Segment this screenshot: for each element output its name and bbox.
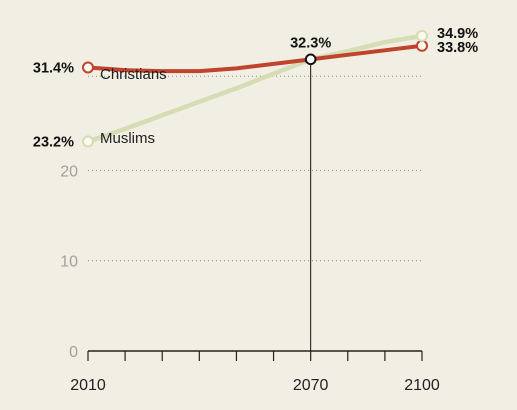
highlight-value-label: 32.3% [290,35,331,51]
x-tick-label: 2100 [404,377,440,394]
y-tick-label: 10 [60,254,78,271]
muslims-series-label: Muslims [100,130,155,147]
value-labels: 31.4% 23.2% 34.9%33.8% 32.3% Christians Musli… [33,26,478,151]
christians-start-label: 31.4% [33,60,74,76]
grid-lines [88,75,422,262]
series-line-christians [86,43,424,74]
series-line-muslims [85,33,425,144]
highlight-marker [304,53,317,66]
x-tick-label: 2010 [70,377,106,394]
muslims-end-label: 34.9% [437,26,478,42]
christians-series-label: Christians [100,66,167,83]
y-tick-label: 20 [60,163,78,180]
muslims-start-label: 23.2% [33,135,74,151]
x-tick-label: 2070 [293,377,329,394]
series-marker [416,29,428,42]
x-axis: 2010 2070 2100 [70,350,440,394]
series-marker [82,135,94,148]
series-group [82,29,428,148]
series-marker [82,61,94,74]
christians-end-label: 33.8% [437,40,478,56]
series-marker [416,39,428,52]
y-axis-labels: 0 10 20 [60,163,78,361]
y-tick-label: 0 [69,344,78,361]
